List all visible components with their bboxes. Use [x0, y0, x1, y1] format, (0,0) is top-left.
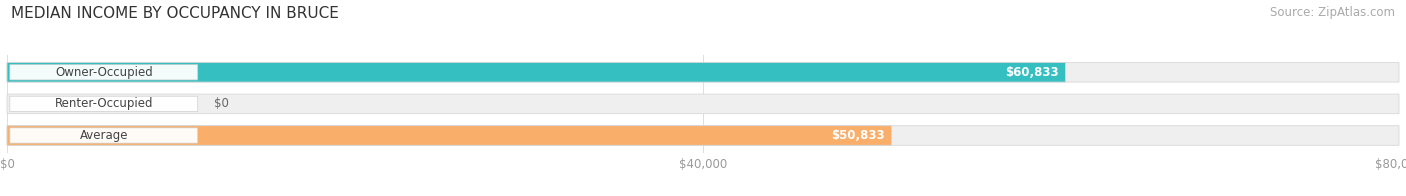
FancyBboxPatch shape [7, 63, 1399, 82]
FancyBboxPatch shape [10, 128, 198, 143]
Text: Average: Average [80, 129, 128, 142]
FancyBboxPatch shape [7, 126, 1399, 145]
Text: MEDIAN INCOME BY OCCUPANCY IN BRUCE: MEDIAN INCOME BY OCCUPANCY IN BRUCE [11, 6, 339, 21]
FancyBboxPatch shape [7, 94, 1399, 114]
Text: Renter-Occupied: Renter-Occupied [55, 97, 153, 110]
Text: $60,833: $60,833 [1005, 66, 1059, 79]
Text: Source: ZipAtlas.com: Source: ZipAtlas.com [1270, 6, 1395, 19]
FancyBboxPatch shape [7, 63, 1066, 82]
Text: $50,833: $50,833 [831, 129, 884, 142]
FancyBboxPatch shape [10, 65, 198, 80]
FancyBboxPatch shape [7, 126, 891, 145]
FancyBboxPatch shape [10, 96, 198, 112]
Text: $0: $0 [215, 97, 229, 110]
Text: Owner-Occupied: Owner-Occupied [55, 66, 153, 79]
